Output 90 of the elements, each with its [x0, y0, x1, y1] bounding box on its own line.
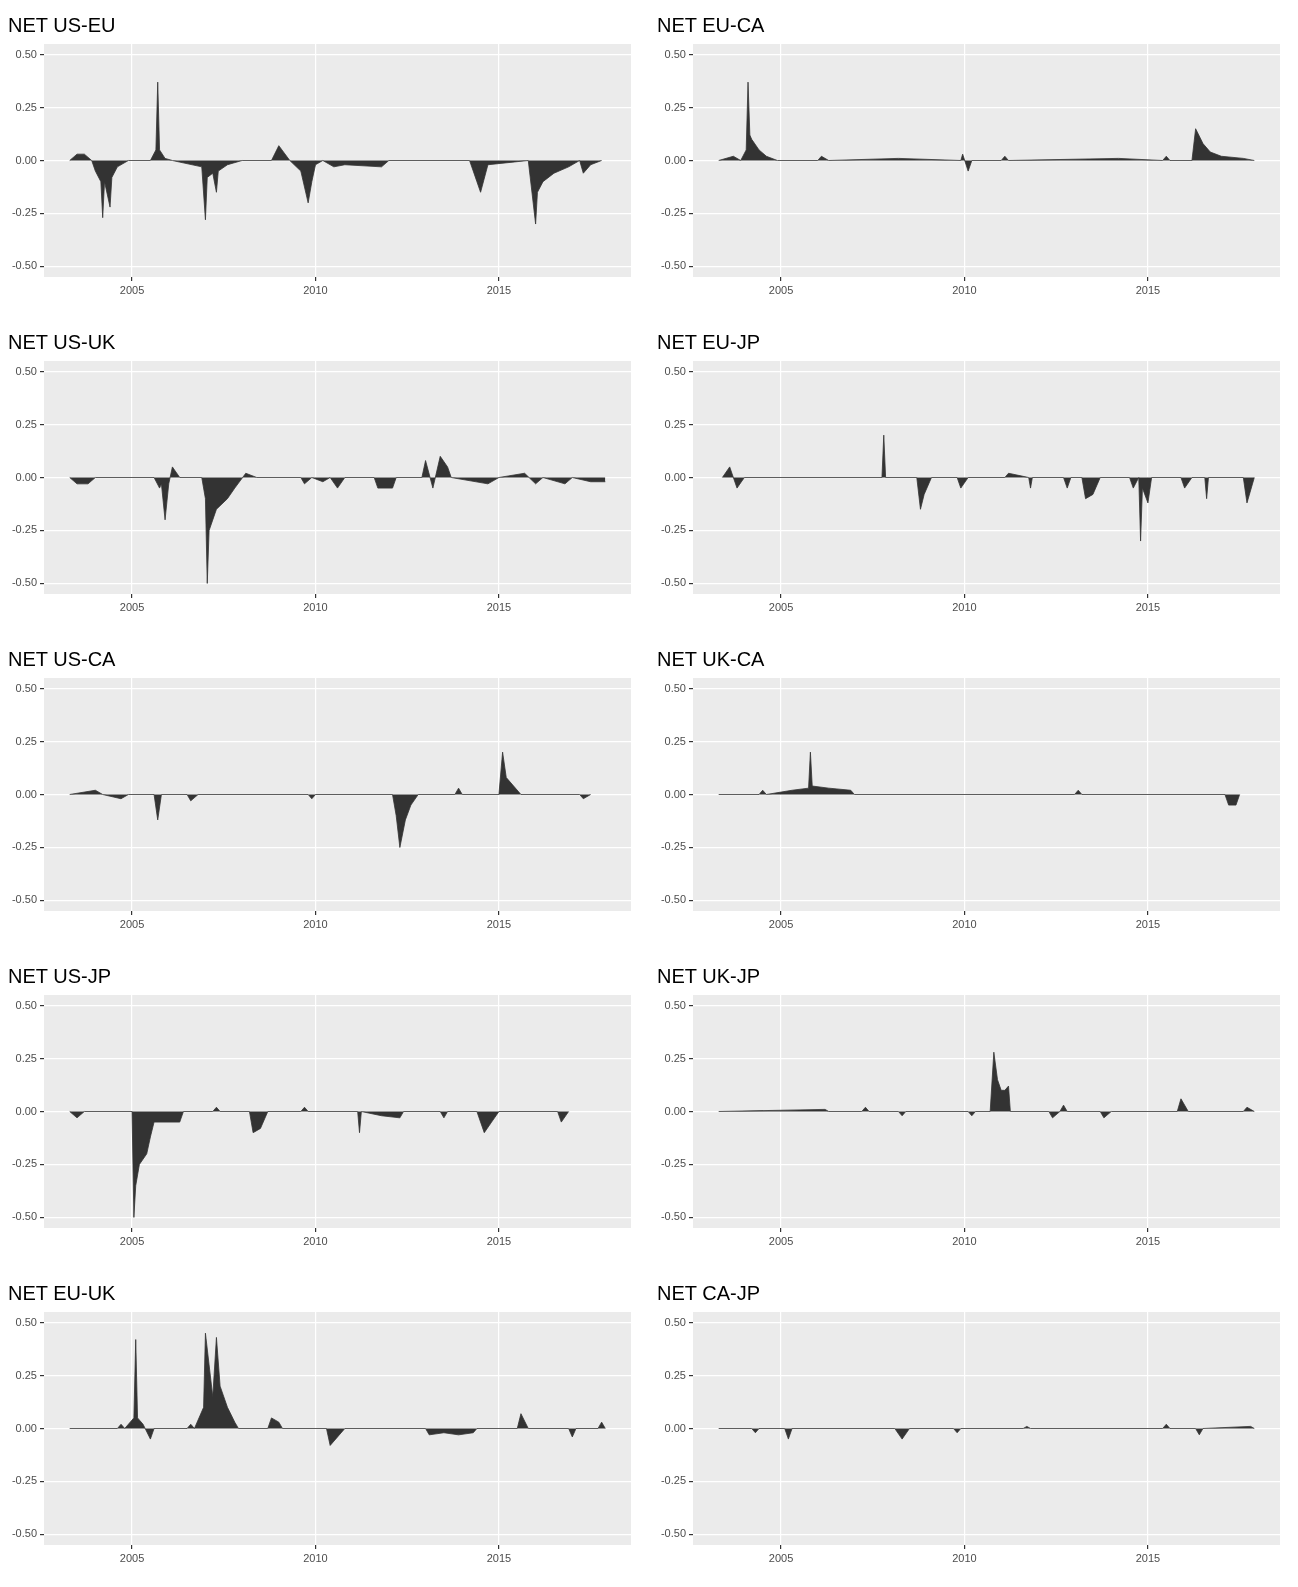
- x-tick-label: 2015: [1135, 283, 1161, 296]
- y-tick-label: -0.25: [11, 1157, 37, 1170]
- y-tick-label: 0.00: [664, 1104, 686, 1117]
- y-tick-label: -0.25: [660, 523, 686, 536]
- y-tick-label: 0.00: [15, 153, 37, 166]
- y-tick-label: 0.25: [15, 734, 37, 747]
- x-tick-label: 2010: [952, 283, 977, 296]
- x-tick-label: 2005: [119, 600, 145, 613]
- x-tick-label: 2010: [303, 1551, 328, 1564]
- y-tick-label: 0.00: [15, 787, 37, 800]
- y-tick-label: -0.50: [11, 1527, 37, 1540]
- x-tick-label: 2005: [768, 917, 794, 930]
- y-tick-label: -0.50: [11, 259, 37, 272]
- y-tick-label: 0.50: [664, 1315, 686, 1328]
- y-tick-label: 0.25: [664, 1051, 686, 1064]
- y-tick-label: 0.00: [664, 787, 686, 800]
- chart-title: NET UK-JP: [657, 964, 760, 987]
- y-tick-label: 0.50: [15, 681, 37, 694]
- y-tick-label: 0.25: [15, 100, 37, 113]
- x-tick-label: 2005: [119, 1551, 145, 1564]
- y-tick-label: -0.50: [660, 1527, 686, 1540]
- y-tick-label: 0.50: [664, 681, 686, 694]
- y-tick-label: 0.50: [15, 998, 37, 1011]
- y-tick-label: -0.25: [11, 840, 37, 853]
- chart-title: NET US-CA: [8, 647, 117, 670]
- y-tick-label: -0.50: [660, 576, 686, 589]
- x-tick-label: 2005: [768, 283, 794, 296]
- x-tick-label: 2010: [303, 600, 328, 613]
- y-tick-label: 0.25: [15, 1368, 37, 1381]
- x-tick-label: 2005: [119, 917, 145, 930]
- y-tick-label: -0.25: [11, 206, 37, 219]
- y-tick-label: 0.00: [664, 470, 686, 483]
- y-tick-label: 0.25: [15, 417, 37, 430]
- x-tick-label: 2010: [952, 1551, 977, 1564]
- y-tick-label: -0.25: [11, 1474, 37, 1487]
- x-tick-label: 2015: [486, 600, 512, 613]
- x-tick-label: 2010: [952, 600, 977, 613]
- chart-title: NET US-EU: [8, 13, 116, 36]
- y-tick-label: -0.50: [11, 893, 37, 906]
- x-tick-label: 2005: [119, 1234, 145, 1247]
- y-tick-label: -0.50: [660, 1210, 686, 1223]
- x-tick-label: 2015: [486, 917, 512, 930]
- y-tick-label: 0.00: [664, 153, 686, 166]
- y-tick-label: -0.25: [660, 1474, 686, 1487]
- y-tick-label: -0.25: [660, 1157, 686, 1170]
- y-tick-label: 0.50: [664, 364, 686, 377]
- x-tick-label: 2010: [952, 917, 977, 930]
- y-tick-label: 0.25: [15, 1051, 37, 1064]
- y-tick-label: 0.25: [664, 417, 686, 430]
- y-tick-label: 0.00: [15, 1104, 37, 1117]
- x-tick-label: 2010: [303, 917, 328, 930]
- y-tick-label: 0.00: [15, 1421, 37, 1434]
- y-tick-label: 0.50: [15, 364, 37, 377]
- y-tick-label: 0.25: [664, 100, 686, 113]
- chart-title: NET EU-JP: [657, 330, 760, 353]
- x-tick-label: 2010: [952, 1234, 977, 1247]
- y-tick-label: -0.50: [11, 1210, 37, 1223]
- y-tick-label: -0.50: [660, 893, 686, 906]
- chart-title: NET CA-JP: [657, 1281, 760, 1304]
- y-tick-label: 0.50: [664, 47, 686, 60]
- y-tick-label: 0.50: [664, 998, 686, 1011]
- x-tick-label: 2015: [1135, 917, 1161, 930]
- x-tick-label: 2005: [768, 600, 794, 613]
- y-tick-label: -0.25: [660, 206, 686, 219]
- y-tick-label: -0.25: [660, 840, 686, 853]
- chart-title: NET EU-CA: [657, 13, 766, 36]
- y-tick-label: -0.25: [11, 523, 37, 536]
- y-tick-label: -0.50: [11, 576, 37, 589]
- y-tick-label: 0.00: [664, 1421, 686, 1434]
- chart-title: NET US-UK: [8, 330, 117, 353]
- x-tick-label: 2015: [1135, 600, 1161, 613]
- y-tick-label: 0.25: [664, 734, 686, 747]
- chart-title: NET US-JP: [8, 964, 111, 987]
- y-tick-label: 0.50: [15, 1315, 37, 1328]
- x-tick-label: 2015: [1135, 1234, 1161, 1247]
- x-tick-label: 2005: [119, 283, 145, 296]
- x-tick-label: 2015: [486, 283, 512, 296]
- y-tick-label: -0.50: [660, 259, 686, 272]
- x-tick-label: 2015: [486, 1234, 512, 1247]
- y-tick-label: 0.50: [15, 47, 37, 60]
- x-tick-label: 2010: [303, 1234, 328, 1247]
- x-tick-label: 2015: [486, 1551, 512, 1564]
- x-tick-label: 2010: [303, 283, 328, 296]
- x-tick-label: 2005: [768, 1234, 794, 1247]
- chart-title: NET EU-UK: [8, 1281, 117, 1304]
- x-tick-label: 2005: [768, 1551, 794, 1564]
- y-tick-label: 0.00: [15, 470, 37, 483]
- chart-title: NET UK-CA: [657, 647, 766, 670]
- y-tick-label: 0.25: [664, 1368, 686, 1381]
- x-tick-label: 2015: [1135, 1551, 1161, 1564]
